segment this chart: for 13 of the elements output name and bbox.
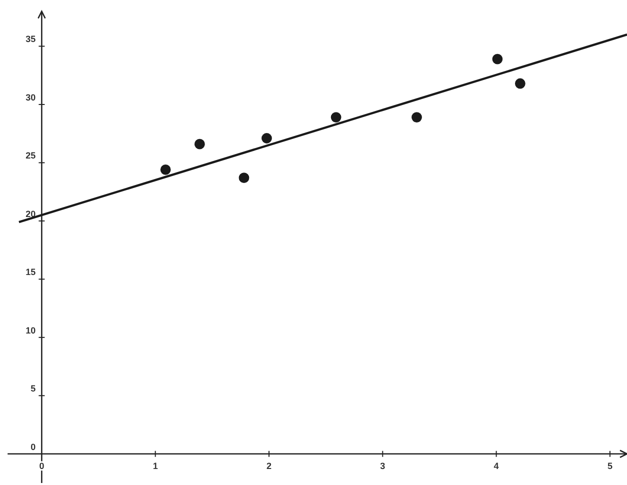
y-tick-label: 25 — [26, 150, 36, 161]
y-tick-label: 5 — [30, 384, 36, 394]
y-tick-label: 10 — [26, 325, 36, 336]
x-tick-label: 2 — [266, 460, 272, 471]
x-tick-label: 5 — [607, 460, 612, 471]
y-tick-label: 30 — [26, 92, 36, 102]
y-tick-label: 20 — [26, 208, 36, 219]
x-tick-label: 1 — [152, 460, 158, 471]
y-tick-label: 15 — [26, 267, 36, 278]
x-tick-label: 3 — [380, 460, 386, 471]
y-tick-label: 0 — [30, 442, 36, 452]
x-tick-label: 4 — [494, 460, 499, 471]
y-tick-label: 35 — [26, 34, 36, 44]
